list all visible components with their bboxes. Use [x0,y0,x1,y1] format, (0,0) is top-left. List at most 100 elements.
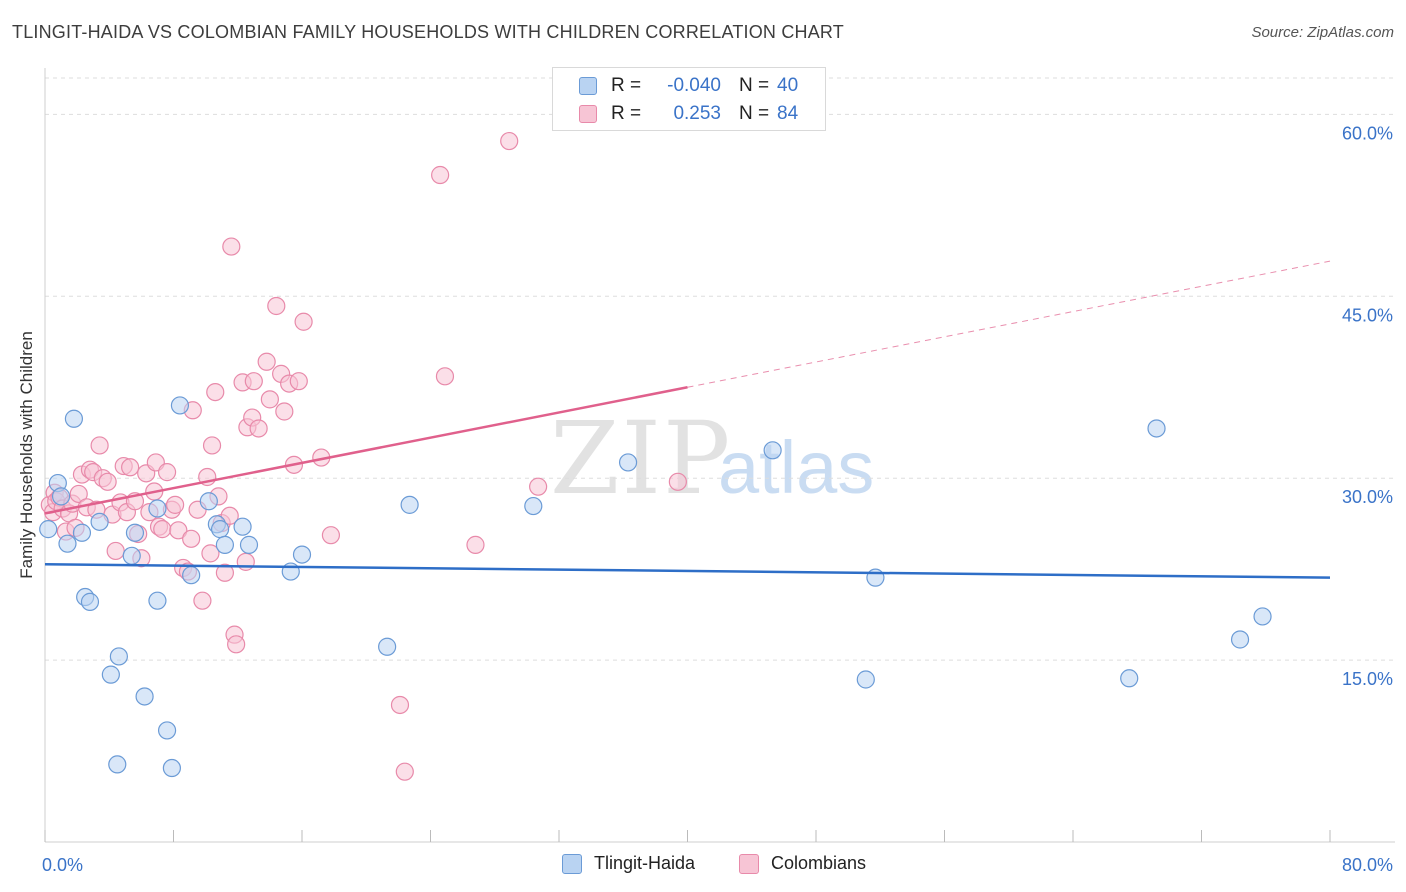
tlingit-haida-point [72,523,92,542]
colombians-trendline [44,386,688,515]
colombians-point [98,472,117,491]
colombians-point [169,521,188,540]
colombians-point [267,296,286,316]
tlingit-haida-point [58,534,77,553]
tlingit-haida-point [618,453,638,472]
colombians-point [244,372,263,391]
colombians-point [395,762,414,781]
legend-n-value: 84 [777,103,799,124]
colombians-point [294,312,313,331]
colombians-point [206,382,225,402]
colombians-point [90,436,109,455]
colombians-point [153,520,172,539]
colombians-point [222,237,241,256]
colombians-point [529,477,548,496]
colombians-point [166,495,185,514]
colombians-point [289,372,308,391]
series-legend-tlingit-haida[interactable]: Tlingit-Haida [562,853,695,874]
tlingit-haida-point [215,535,234,554]
chart-title: TLINGIT-HAIDA VS COLOMBIAN FAMILY HOUSEH… [12,22,844,42]
tlingit-haida-point [210,520,230,539]
colombians-point [193,591,212,610]
y-tick-label: 60.0% [1342,123,1393,143]
tlingit-haida-point [400,495,419,514]
colombians-point [201,544,220,563]
tlingit-haida-point [51,487,71,506]
tlingit-haida-point [524,496,543,516]
series-legend-colombians[interactable]: Colombians [739,853,866,874]
colombians-point [227,635,246,654]
series-swatch-blue [562,853,582,874]
colombians-point [466,535,485,554]
tlingit-haida-point [292,545,312,564]
tlingit-haida-point [199,492,218,511]
y-tick-label: 15.0% [1342,669,1393,689]
colombians-point [257,352,276,371]
colombians-point [182,529,201,548]
tlingit-haida-point [233,517,252,536]
tlingit-haida-point [135,687,154,706]
tlingit-haida-point [1253,607,1272,626]
legend-r-label: R = [611,103,642,124]
tlingit-haida-trendline [44,563,1331,579]
series-swatch-pink [739,853,759,874]
tlingit-haida-point [80,592,100,611]
legend-n-label: N = [739,75,770,96]
tlingit-haida-point [1230,630,1250,649]
colombians-point [431,165,450,185]
legend-n-label: N = [739,103,770,124]
colombians-point [215,563,234,582]
legend-n-value: 40 [777,75,799,96]
colombians-point [500,131,519,151]
tlingit-haida-point [1120,669,1139,688]
y-tick-label: 30.0% [1342,487,1393,507]
colombians-point [236,552,255,571]
colombians-point [106,541,125,561]
watermark-atlas: atlas [718,426,875,509]
legend-swatch-pink [579,105,597,123]
tlingit-haida-point [856,670,875,689]
tlingit-haida-point [157,721,177,740]
colombians-point [121,458,140,477]
legend-r-value: 0.253 [673,103,721,124]
tlingit-haida-point [148,591,167,610]
series-legend-label: Colombians [771,853,867,873]
tlingit-haida-point [64,409,84,428]
colombians-point [220,506,239,525]
correlation-legend: R = -0.040 N = 40 R = 0.253 N = 84 [552,67,826,131]
tlingit-haida-point [170,396,190,415]
tlingit-haida-point [109,647,128,666]
colombians-point [260,390,279,409]
tlingit-haida-point [90,512,109,531]
tlingit-haida-point [182,566,201,585]
watermark-zip: ZIP [550,400,733,517]
colombians-point [435,367,455,386]
tlingit-haida-point [39,520,58,539]
tlingit-haida-point [101,665,120,684]
x-tick-label: 0.0% [42,855,83,875]
colombians-point [275,402,294,421]
legend-r-value: -0.040 [667,75,721,96]
legend-r-label: R = [611,75,642,96]
legend-swatch-blue [579,77,597,95]
legend-row-colombians: R = 0.253 N = 84 [579,102,798,126]
y-axis-label: Family Households with Children [17,331,36,579]
colombians-point [668,472,687,491]
tlingit-haida-point [1147,419,1166,438]
colombians-point [202,436,222,455]
tlingit-haida-point [148,499,167,518]
x-tick-label: 80.0% [1342,855,1393,875]
colombians-point [69,484,88,504]
series-legend-label: Tlingit-Haida [594,853,696,873]
tlingit-haida-point [125,523,145,542]
tlingit-haida-point [378,637,397,656]
tlingit-haida-point [108,755,127,774]
tlingit-haida-point [122,546,141,565]
chart-source: Source: ZipAtlas.com [1251,24,1394,41]
series-legend: Tlingit-Haida Colombians [0,853,1406,877]
y-tick-label: 45.0% [1342,305,1393,325]
tlingit-haida-point [763,441,782,460]
colombians-point [321,526,341,545]
colombians-trendline-projection [687,260,1331,388]
